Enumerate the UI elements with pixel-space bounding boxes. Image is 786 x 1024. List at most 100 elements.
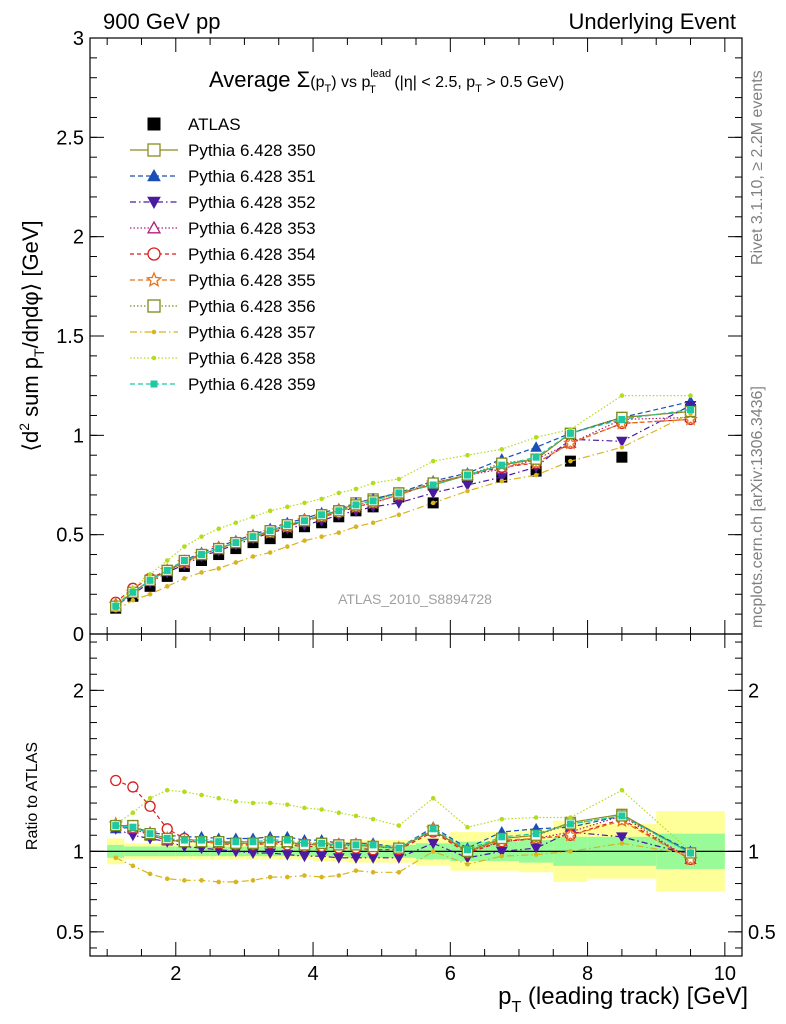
data-point xyxy=(233,799,239,804)
series-line xyxy=(115,401,691,607)
data-point xyxy=(461,480,474,492)
x-tick-label: 4 xyxy=(307,963,318,985)
data-point xyxy=(180,836,188,844)
data-point xyxy=(180,556,188,564)
data-point xyxy=(215,838,223,846)
series-line xyxy=(115,418,691,603)
x-tick-label: 10 xyxy=(714,963,736,985)
data-point xyxy=(198,836,206,844)
data-point xyxy=(232,838,240,846)
data-point xyxy=(533,435,539,440)
main-series-9 xyxy=(113,393,693,607)
x-tick-label: 6 xyxy=(445,963,456,985)
data-point xyxy=(530,441,542,452)
data-point xyxy=(498,461,506,469)
data-point xyxy=(430,849,436,854)
legend-label: Pythia 6.428 354 xyxy=(188,245,316,264)
data-point xyxy=(319,807,324,812)
data-point xyxy=(499,478,505,484)
data-point xyxy=(112,602,120,610)
data-point xyxy=(687,849,695,857)
data-point xyxy=(112,822,120,830)
main-series-4 xyxy=(109,411,697,611)
data-point xyxy=(566,429,574,437)
data-point xyxy=(182,789,187,795)
x-axis-label: pT (leading track) [GeV] xyxy=(498,983,748,1016)
data-point xyxy=(395,844,403,852)
data-point xyxy=(465,861,470,867)
legend-entry: Pythia 6.428 350 xyxy=(130,141,316,160)
data-point xyxy=(216,566,221,571)
main-series-10 xyxy=(112,406,695,610)
data-point xyxy=(267,874,273,880)
data-point xyxy=(396,512,402,518)
data-point xyxy=(396,476,402,482)
data-point xyxy=(352,841,360,849)
data-point xyxy=(216,879,221,885)
legend-entry: Pythia 6.428 359 xyxy=(130,375,316,394)
data-point xyxy=(264,848,277,859)
data-point xyxy=(281,850,294,861)
data-point xyxy=(250,878,256,883)
data-point xyxy=(318,839,326,847)
data-point xyxy=(249,838,257,846)
legend-entry: Pythia 6.428 358 xyxy=(130,349,316,368)
main-series-1 xyxy=(110,405,697,612)
series-line xyxy=(115,418,691,605)
data-point xyxy=(616,436,628,448)
data-point xyxy=(352,501,360,509)
y-tick-label: 0.5 xyxy=(56,525,84,547)
main-y-axis-label: ⟨d2 sum pT/dηdφ⟩ [GeV] xyxy=(16,220,47,451)
data-point xyxy=(495,846,508,858)
analysis-label: ATLAS_2010_S8894728 xyxy=(338,591,492,607)
mcplots-info: mcplots.cern.ch [arXiv:1306.3436] xyxy=(749,386,766,628)
x-tick-label: 8 xyxy=(582,963,593,985)
legend-entry: ATLAS xyxy=(147,115,241,134)
data-point xyxy=(127,781,139,793)
series-line xyxy=(115,408,691,607)
data-point xyxy=(429,825,437,833)
data-point xyxy=(430,500,436,506)
data-point xyxy=(147,591,153,597)
data-point xyxy=(568,815,573,820)
data-point xyxy=(182,576,187,581)
main-series-0 xyxy=(110,404,697,614)
data-point xyxy=(129,588,137,596)
legend-marker xyxy=(150,380,158,388)
data-point xyxy=(216,526,221,532)
data-point xyxy=(147,795,153,801)
data-point xyxy=(683,411,698,426)
y-tick-label: 2.5 xyxy=(56,127,84,149)
main-series-7 xyxy=(110,405,697,612)
data-point xyxy=(110,774,122,787)
series-line xyxy=(115,412,691,611)
data-point xyxy=(618,812,626,820)
data-point xyxy=(430,458,436,464)
data-point xyxy=(335,507,343,515)
data-point xyxy=(619,393,625,398)
data-point xyxy=(266,836,274,844)
legend-label: ATLAS xyxy=(188,115,241,134)
ratio-plot-frame: 2 4 6 8 10 0.5 0.5 1 1 2 2 xyxy=(56,633,776,985)
data-point xyxy=(266,527,274,535)
y-tick-label: 1.5 xyxy=(56,326,84,348)
data-point xyxy=(233,560,239,565)
data-point xyxy=(353,486,359,492)
data-point xyxy=(318,511,326,519)
legend-marker xyxy=(147,247,161,261)
legend-entry: Pythia 6.428 354 xyxy=(130,245,316,264)
plot-title: Average Σ(pT) vs plead T (|η| < 2.5, pT >… xyxy=(209,67,564,96)
legend-entry: Pythia 6.428 357 xyxy=(130,323,316,342)
data-point xyxy=(267,550,273,555)
data-point xyxy=(182,544,187,549)
data-point xyxy=(463,846,471,854)
data-point xyxy=(370,816,376,822)
data-point xyxy=(530,843,542,855)
data-point xyxy=(250,554,256,559)
data-point xyxy=(465,452,470,458)
y-tick-label: 3 xyxy=(73,28,84,50)
data-point xyxy=(315,851,328,863)
data-point xyxy=(532,453,540,461)
data-point xyxy=(164,558,170,563)
data-point xyxy=(533,472,539,478)
